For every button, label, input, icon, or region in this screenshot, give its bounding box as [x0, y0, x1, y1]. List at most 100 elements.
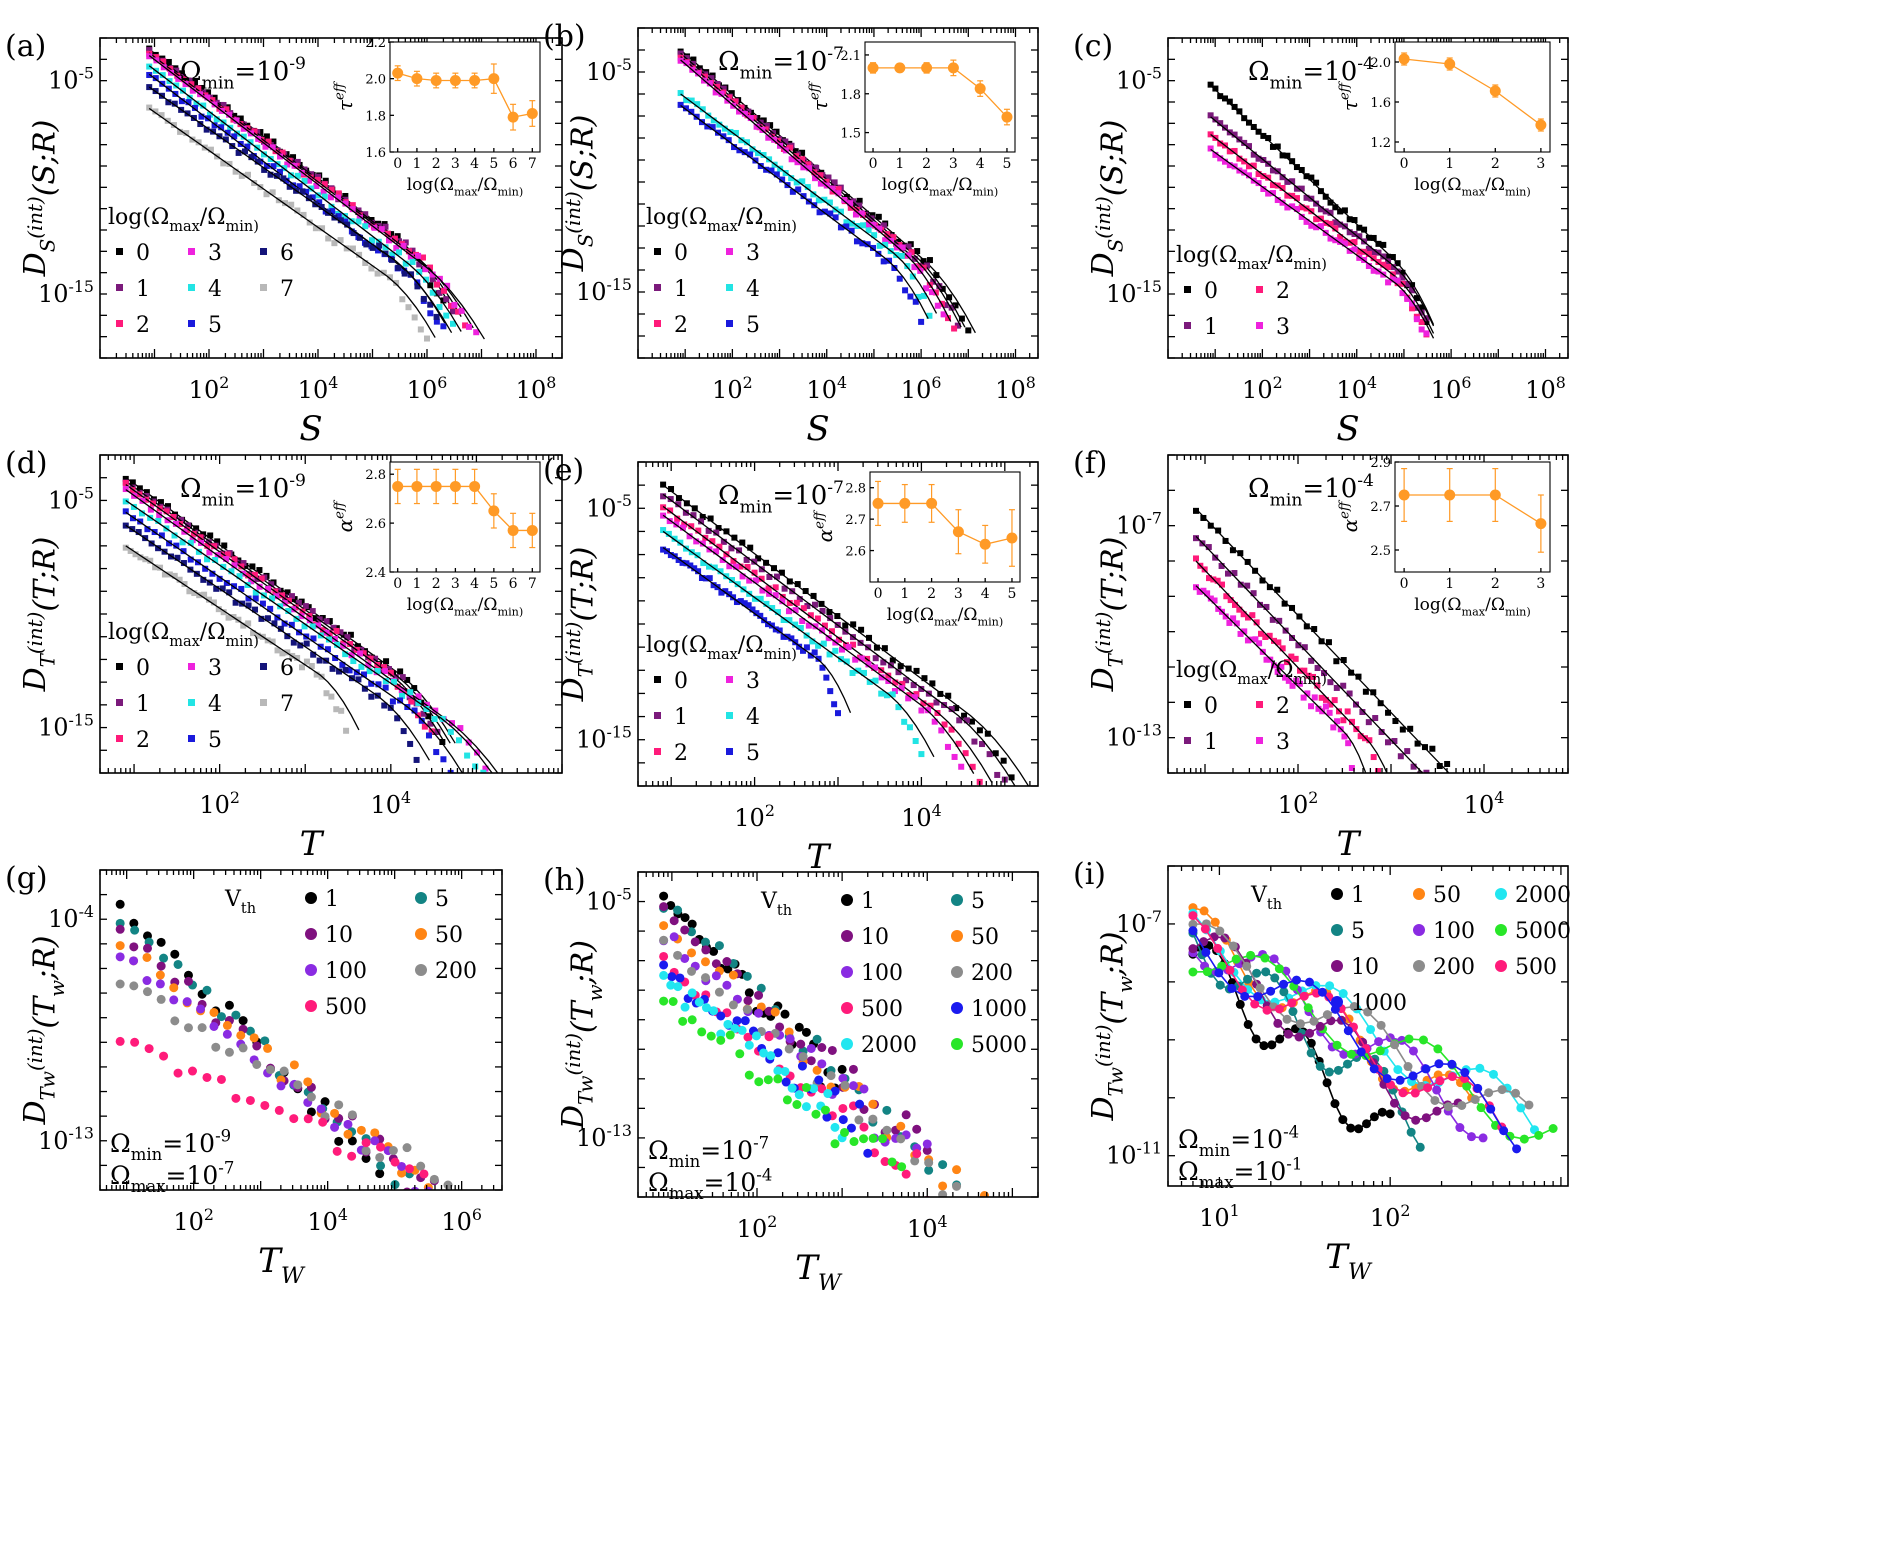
- fit-line-2: [148, 52, 474, 329]
- legend-label: 1: [136, 692, 150, 717]
- data-point: [231, 556, 238, 563]
- data-point: [979, 1191, 989, 1197]
- data-point: [683, 60, 690, 67]
- data-point: [312, 225, 319, 232]
- data-point: [706, 563, 713, 570]
- data-point: [171, 572, 178, 579]
- text-span: 10: [371, 791, 402, 819]
- data-point: [202, 985, 212, 995]
- legend-label: 1000: [1351, 991, 1407, 1016]
- data-point: [303, 1114, 313, 1124]
- data-point: [225, 614, 232, 621]
- data-point: [328, 203, 335, 210]
- data-point: [348, 218, 355, 225]
- legend-item-50: 50: [1413, 883, 1461, 908]
- data-point: [394, 683, 401, 690]
- x-axis-label: TW​: [258, 1241, 306, 1289]
- omega-annotation: Ωmax=10-1​: [1178, 1155, 1302, 1193]
- data-point: [306, 177, 313, 184]
- data-point: [372, 655, 379, 662]
- y-tick-label: 10-5​: [48, 483, 94, 514]
- inset-point: [488, 505, 500, 517]
- data-point: [1236, 136, 1243, 143]
- legend-label: 2: [674, 741, 688, 766]
- inset-x-tick-label: 2: [1491, 576, 1500, 592]
- data-point: [1279, 174, 1286, 181]
- data-point: [780, 617, 787, 624]
- data-point: [236, 573, 243, 580]
- data-point: [764, 1032, 774, 1042]
- text-span: ;R): [1096, 932, 1131, 977]
- data-point: [725, 1030, 735, 1040]
- legend-item-500: 500: [841, 997, 903, 1022]
- legend-marker: [1495, 888, 1507, 900]
- data-point: [1327, 199, 1334, 206]
- data-point: [303, 1077, 313, 1087]
- legend-marker: [654, 748, 661, 755]
- data-point: [801, 1027, 811, 1037]
- data-point: [1236, 155, 1243, 162]
- data-point: [1293, 205, 1300, 212]
- data-point: [202, 1072, 212, 1082]
- data-point: [870, 1148, 880, 1158]
- data-point: [349, 245, 356, 252]
- data-point: [1481, 887, 1487, 893]
- text-span: 10: [586, 494, 617, 522]
- series-6: [146, 84, 446, 324]
- legend-marker: [260, 699, 267, 706]
- data-point: [971, 738, 978, 745]
- legend-marker: [1413, 960, 1425, 972]
- data-point: [188, 81, 195, 88]
- data-point: [1207, 145, 1214, 152]
- data-point: [386, 274, 393, 281]
- panel-label: (d): [5, 446, 48, 481]
- data-point: [832, 214, 839, 221]
- text-span: -13: [607, 1121, 633, 1140]
- x-tick-label: 102​: [734, 801, 775, 832]
- data-point: [382, 223, 389, 230]
- data-point: [1466, 1132, 1476, 1142]
- data-point: [1207, 112, 1214, 119]
- data-point: [1421, 1113, 1431, 1123]
- data-point: [782, 1095, 792, 1105]
- legend-item-7: 7: [260, 277, 294, 302]
- text-span: 2: [767, 1212, 777, 1231]
- data-point: [1353, 780, 1359, 786]
- data-point: [660, 527, 667, 534]
- data-point: [716, 1035, 726, 1045]
- data-point: [747, 544, 754, 551]
- data-point: [334, 1136, 344, 1146]
- series-6: [122, 522, 430, 763]
- inset-y-tick-label: 1.2: [1370, 136, 1391, 151]
- text-span: 1: [1230, 1201, 1240, 1220]
- data-point: [897, 663, 904, 670]
- data-point: [753, 123, 760, 130]
- text-span: Ω: [1178, 1125, 1199, 1154]
- data-point: [365, 661, 372, 668]
- text-span: D: [1086, 667, 1121, 692]
- text-span: /Ω: [738, 205, 764, 230]
- data-point: [1298, 204, 1305, 211]
- inset-y-tick-label: 2.1: [840, 49, 861, 64]
- data-point: [198, 113, 205, 120]
- inset-y-tick-label: 2.6: [845, 545, 866, 560]
- data-point: [1460, 1068, 1470, 1078]
- data-point: [1215, 527, 1222, 534]
- data-point: [347, 1136, 357, 1146]
- data-point: [172, 520, 179, 527]
- legend-label: 100: [325, 959, 367, 984]
- data-point: [1380, 241, 1387, 248]
- data-point: [1322, 1010, 1332, 1020]
- data-point: [771, 136, 778, 143]
- data-point: [1395, 1075, 1405, 1085]
- data-point: [821, 622, 828, 629]
- data-point: [378, 226, 385, 233]
- legend-marker: [1413, 888, 1425, 900]
- data-point: [142, 943, 152, 953]
- data-point: [1370, 754, 1377, 761]
- data-point: [413, 756, 420, 763]
- text-span: -4: [756, 1166, 772, 1185]
- data-point: [695, 568, 702, 575]
- inset-y-tick-label: 2.7: [845, 513, 866, 528]
- data-point: [130, 925, 140, 935]
